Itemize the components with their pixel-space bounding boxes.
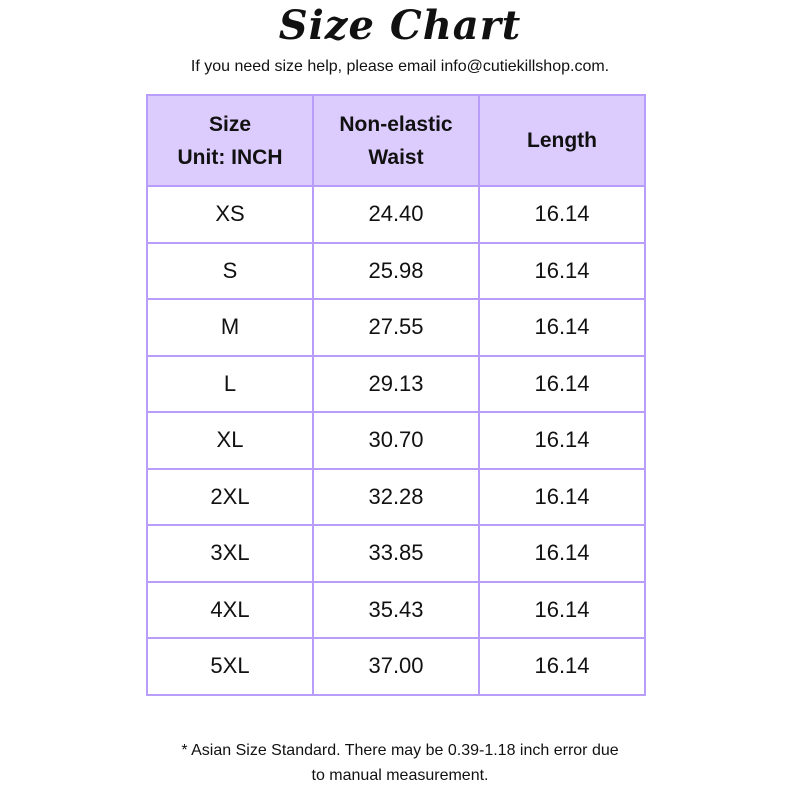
waist-cell: 33.85	[312, 524, 480, 583]
size-cell: L	[146, 354, 314, 413]
size-cell: S	[146, 241, 314, 300]
length-cell: 16.14	[478, 411, 646, 470]
table-row: L 29.13 16.14	[146, 354, 646, 413]
waist-cell: 37.00	[312, 637, 480, 696]
length-cell: 16.14	[478, 185, 646, 244]
length-cell: 16.14	[478, 354, 646, 413]
table-row: XL 30.70 16.14	[146, 411, 646, 470]
waist-cell: 24.40	[312, 185, 480, 244]
footnote-line1: * Asian Size Standard. There may be 0.39…	[181, 742, 619, 759]
table-header-row: Size Unit: INCH Non-elastic Waist Length	[146, 94, 646, 187]
header-size-label: Size	[208, 112, 252, 136]
table-row: XS 24.40 16.14	[146, 185, 646, 244]
table-row: M 27.55 16.14	[146, 298, 646, 357]
header-waist: Non-elastic Waist	[312, 94, 480, 187]
header-waist-line1: Non-elastic	[339, 112, 453, 136]
size-table: Size Unit: INCH Non-elastic Waist Length X…	[146, 94, 646, 696]
waist-cell: 25.98	[312, 241, 480, 300]
table-row: S 25.98 16.14	[146, 241, 646, 300]
waist-cell: 35.43	[312, 580, 480, 639]
waist-cell: 27.55	[312, 298, 480, 357]
table-row: 5XL 37.00 16.14	[146, 637, 646, 696]
length-cell: 16.14	[478, 298, 646, 357]
size-cell: 5XL	[146, 637, 314, 696]
header-length: Length	[478, 94, 646, 187]
table-row: 4XL 35.43 16.14	[146, 580, 646, 639]
length-cell: 16.14	[478, 580, 646, 639]
size-cell: 4XL	[146, 580, 314, 639]
footnote: * Asian Size Standard. There may be 0.39…	[0, 738, 800, 788]
waist-cell: 32.28	[312, 467, 480, 526]
size-cell: XS	[146, 185, 314, 244]
waist-cell: 30.70	[312, 411, 480, 470]
length-cell: 16.14	[478, 524, 646, 583]
page-title: Size Chart	[278, 2, 522, 49]
header-unit-label: Unit: INCH	[177, 145, 283, 169]
table-row: 3XL 33.85 16.14	[146, 524, 646, 583]
footnote-line2: to manual measurement.	[311, 767, 489, 784]
length-cell: 16.14	[478, 467, 646, 526]
waist-cell: 29.13	[312, 354, 480, 413]
help-text: If you need size help, please email info…	[190, 58, 610, 75]
size-cell: 2XL	[146, 467, 314, 526]
length-cell: 16.14	[478, 241, 646, 300]
length-cell: 16.14	[478, 637, 646, 696]
header-waist-line2: Waist	[368, 145, 424, 169]
table-row: 2XL 32.28 16.14	[146, 467, 646, 526]
size-cell: M	[146, 298, 314, 357]
header-size: Size Unit: INCH	[146, 94, 314, 187]
size-cell: XL	[146, 411, 314, 470]
size-cell: 3XL	[146, 524, 314, 583]
